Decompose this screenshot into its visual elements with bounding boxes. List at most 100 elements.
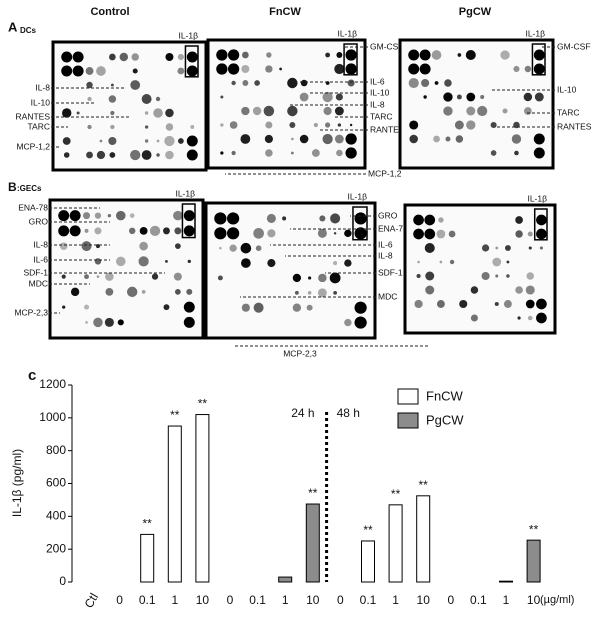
panel-group: :GECs [17, 184, 42, 193]
blot-spot [220, 151, 224, 155]
blot-spot [279, 67, 282, 71]
blot-spot [515, 216, 523, 224]
corner-box [184, 45, 199, 78]
y-tick-label: 1000 [39, 410, 66, 424]
blot-spot [186, 288, 193, 295]
blot-spot [69, 225, 81, 237]
blot-spot [141, 290, 146, 294]
blot-spot [345, 49, 357, 61]
blot-spot [334, 134, 344, 144]
blot-spot [466, 106, 476, 116]
significance-label: ** [198, 397, 208, 411]
bar [305, 503, 320, 583]
significance-label: ** [143, 517, 153, 531]
blot-spot [425, 285, 435, 295]
legend-swatch [397, 412, 419, 429]
spot-label: IL-6 [378, 239, 393, 249]
blot-spot [292, 273, 302, 283]
blot-spot [504, 245, 511, 251]
x-tick-label: 10 [527, 593, 541, 607]
blot-frame [403, 203, 557, 335]
spot-label: IL-8 [378, 250, 393, 260]
blot-spot [242, 51, 249, 59]
spot-label: MDC [29, 278, 48, 288]
blot-spot [536, 298, 547, 310]
blot-spot [354, 316, 367, 329]
blot-spot [436, 229, 446, 239]
blot-spot [492, 257, 502, 267]
blot-spot [240, 242, 252, 254]
blot-spot [322, 133, 333, 145]
blot-spot [344, 229, 352, 238]
x-unit: (µg/ml) [540, 594, 574, 606]
blot-spot [85, 67, 94, 75]
blot-spot [534, 92, 544, 102]
blot-spot [445, 136, 451, 142]
blot-spot [416, 273, 421, 279]
blot-frame [206, 38, 367, 170]
x-tick-label: Ctl [82, 591, 101, 611]
significance-label: ** [308, 486, 318, 500]
blot-spot [174, 227, 182, 235]
spot-label: IL-8 [35, 82, 50, 92]
blot-spot [149, 225, 161, 236]
spot-label: MCP-2,3 [14, 307, 48, 317]
blot-frame [48, 198, 205, 340]
blot-spot [533, 63, 545, 75]
spot-label: IL-6 [33, 254, 48, 264]
blot-spot [533, 147, 545, 159]
x-tick-label: 1 [171, 593, 178, 607]
blot-spot [336, 52, 343, 58]
blot-spot [190, 125, 195, 129]
corner-label: IL-1β [178, 30, 198, 40]
spot-label: GRO [378, 210, 398, 220]
spot-label: IL-8 [33, 239, 48, 249]
blot-spot [536, 214, 547, 226]
bar [140, 533, 155, 583]
blot-spot [459, 299, 468, 309]
blot-spot [335, 93, 343, 101]
blot-spot [323, 106, 332, 116]
blot-spot [414, 299, 423, 309]
blot-spot [408, 63, 420, 75]
blot-spot [457, 53, 462, 57]
panel-label: A [8, 19, 18, 34]
corner-label: IL-1β [525, 28, 545, 38]
spot-label: MCP-2,3 [283, 348, 317, 358]
blot-spot [141, 150, 152, 160]
blot-spot [220, 123, 224, 127]
corner-label: IL-1β [175, 188, 195, 198]
blot-spot [525, 285, 535, 295]
spot-label: IL-8 [370, 99, 385, 109]
blot-frame [398, 38, 555, 170]
spot-label: RANTES [370, 124, 405, 134]
bar [526, 539, 541, 583]
blot-spot [183, 225, 195, 237]
blot-spot [481, 271, 490, 281]
blot-spot [523, 92, 533, 102]
blot-spot [333, 290, 337, 295]
blot-spot [527, 231, 533, 237]
x-tick-label: 10 [196, 593, 210, 607]
bar [278, 576, 293, 583]
blot-spot [524, 107, 532, 115]
blot-spot [214, 227, 227, 240]
blot-spot [186, 149, 198, 161]
blot-spot [317, 288, 327, 298]
blot-spot [241, 303, 250, 312]
blot-spot [183, 301, 195, 313]
spot-label: ENA-78 [18, 202, 48, 212]
blot-spot [96, 66, 106, 76]
blot-spot [336, 149, 343, 157]
blot-spot [116, 256, 126, 267]
blot-spot [333, 261, 338, 266]
blot-spot [83, 304, 90, 310]
corner-box [181, 203, 196, 239]
column-header: PgCW [459, 6, 492, 18]
x-tick-label: 1 [392, 593, 399, 607]
blot-spot [165, 259, 168, 263]
blot-spot [307, 291, 312, 295]
blot-spot [96, 275, 100, 278]
blot-spot [299, 134, 309, 144]
blot-spot [318, 273, 327, 283]
